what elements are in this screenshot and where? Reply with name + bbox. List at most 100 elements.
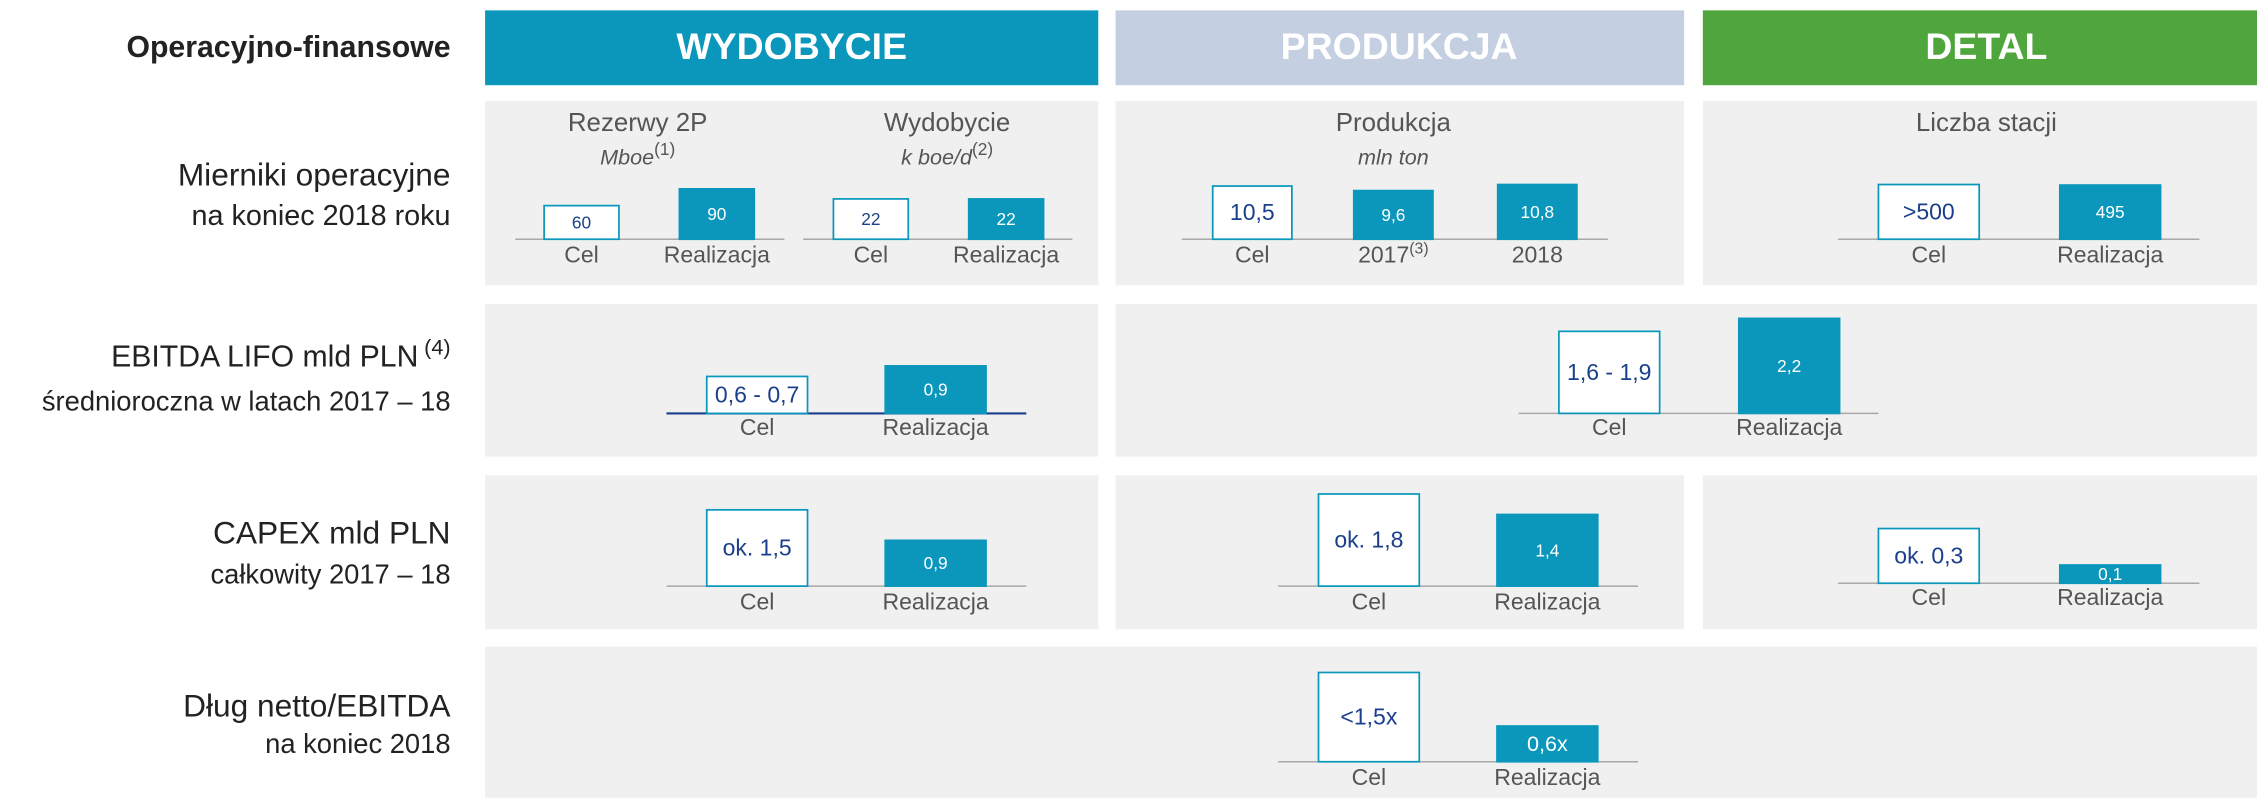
category-text: Realizacja [883, 588, 989, 614]
panel [1115, 303, 2257, 457]
bar-label: 0,1 [2098, 564, 2122, 584]
panel [485, 101, 1099, 286]
bar [1496, 513, 1599, 587]
row-sublabel: całkowity 2017 – 18 [211, 558, 451, 589]
bar [1877, 183, 1981, 241]
bar-label: 0,6 - 0,7 [715, 381, 799, 407]
category-text: Realizacja [2057, 242, 2163, 268]
bar [1317, 493, 1421, 587]
category-label: Cel [740, 414, 775, 440]
bar [678, 187, 756, 241]
row-label-text: CAPEX mld PLN [213, 515, 450, 551]
bar [1558, 330, 1661, 415]
group-title: Wydobycie [884, 109, 1010, 137]
column-title: WYDOBYCIE [676, 25, 907, 67]
category-text: Cel [740, 588, 775, 614]
bar-label: ok. 0,3 [1894, 542, 1963, 568]
category-text: Cel [1352, 764, 1387, 790]
bar [884, 539, 987, 587]
column-title: PRODUKCJA [1281, 25, 1518, 67]
row-label-text: EBITDA LIFO mld PLN [111, 341, 418, 374]
category-label: Realizacja [2057, 242, 2163, 268]
bar-label: ok. 1,5 [723, 534, 792, 560]
category-text: Realizacja [1736, 414, 1842, 440]
category-label: Cel [854, 242, 889, 268]
bar-label: 1,6 - 1,9 [1567, 359, 1651, 385]
header-wydobycie [485, 10, 1099, 86]
header-detal [1702, 10, 2257, 86]
group-subtitle-note: (2) [972, 139, 993, 159]
category-label: Realizacja [1494, 588, 1600, 614]
group-subtitle-text: k boe/d [901, 144, 973, 169]
row-label: Dług netto/EBITDA [183, 688, 451, 724]
group-subtitle-note: (1) [654, 139, 675, 159]
row-label: Mierniki operacyjne [178, 157, 451, 193]
bar-label: 2,2 [1777, 356, 1801, 376]
category-label: Realizacja [2057, 584, 2163, 610]
category-text: Realizacja [953, 242, 1059, 268]
bar-label: 60 [572, 212, 591, 232]
category-text: 2018 [1512, 242, 1563, 268]
bar [832, 198, 910, 241]
category-text: 2017 [1358, 242, 1409, 268]
row-label: CAPEX mld PLN [213, 515, 450, 551]
bar-label: 10,8 [1520, 202, 1554, 222]
row-sublabel: średnioroczna w latach 2017 – 18 [42, 386, 451, 417]
category-label: Realizacja [953, 242, 1059, 268]
row-label-text: Mierniki operacyjne [178, 157, 451, 193]
category-label: Cel [1352, 764, 1387, 790]
category-text: Cel [1235, 242, 1270, 268]
bar-label: 22 [861, 209, 880, 229]
category-label: Cel [1912, 584, 1947, 610]
bar [1317, 671, 1421, 763]
group-title: Liczba stacji [1916, 109, 2057, 137]
bar [1496, 183, 1578, 241]
group-title: Rezerwy 2P [568, 109, 708, 137]
header-produkcja [1115, 10, 1685, 86]
bar [543, 204, 620, 241]
category-text: Realizacja [2057, 584, 2163, 610]
group-subtitle: k boe/d(2) [901, 139, 993, 170]
category-label: Realizacja [883, 588, 989, 614]
bar [1496, 725, 1599, 763]
category-text: Realizacja [664, 242, 770, 268]
category-note: (3) [1409, 240, 1428, 257]
bar-label: 90 [707, 204, 726, 224]
row-sublabel: na koniec 2018 [265, 728, 450, 759]
bar [1211, 185, 1293, 241]
bar [1352, 189, 1434, 241]
group-subtitle-text: Mboe [600, 144, 654, 169]
category-text: Cel [854, 242, 889, 268]
bar [884, 365, 987, 415]
column-title: DETAL [1925, 25, 2047, 67]
category-text: Realizacja [1494, 588, 1600, 614]
group-subtitle: mln ton [1358, 144, 1429, 169]
bar-label: 9,6 [1381, 205, 1405, 225]
category-label: Cel [740, 588, 775, 614]
category-text: Cel [1912, 242, 1947, 268]
category-label: Realizacja [1736, 414, 1842, 440]
bar-label: 0,9 [924, 380, 948, 400]
bar-label: 0,9 [924, 553, 948, 573]
bar-label: 1,4 [1535, 540, 1559, 560]
bar [705, 375, 809, 415]
category-text: Cel [1912, 584, 1947, 610]
bar-label: 495 [2096, 202, 2125, 222]
group-title: Produkcja [1336, 109, 1452, 137]
row-label-note: (4) [424, 334, 450, 359]
row-label-text: Dług netto/EBITDA [183, 688, 451, 724]
row-label: EBITDA LIFO mld PLN (4) [111, 334, 450, 373]
category-text: Realizacja [883, 414, 989, 440]
category-label: 2018 [1512, 242, 1563, 268]
category-text: Realizacja [1494, 764, 1600, 790]
bar-label: >500 [1903, 198, 1955, 224]
category-text: Cel [740, 414, 775, 440]
group-subtitle: Mboe(1) [600, 139, 675, 170]
category-label: Cel [564, 242, 599, 268]
bar [1877, 527, 1981, 585]
category-label: Cel [1592, 414, 1627, 440]
bar-label: 10,5 [1230, 199, 1275, 225]
group-subtitle-text: mln ton [1358, 144, 1429, 169]
